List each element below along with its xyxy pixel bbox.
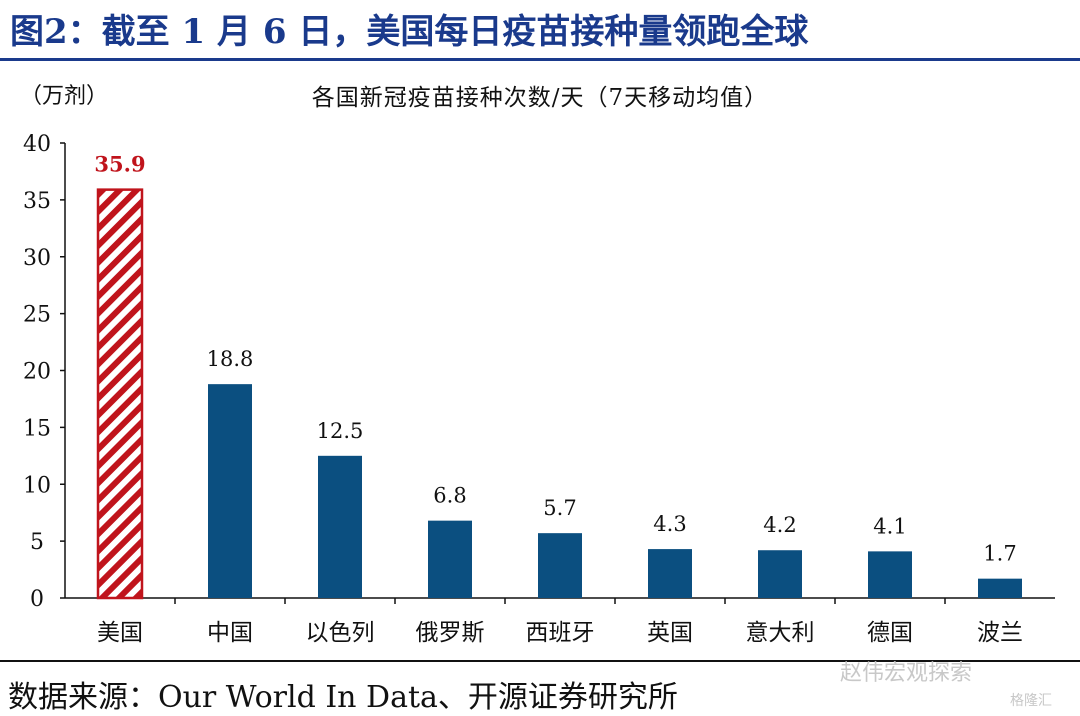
y-tick-label: 20 (23, 360, 51, 385)
x-tick-label: 西班牙 (526, 620, 595, 646)
bar (318, 455, 362, 598)
data-label: 1.7 (983, 542, 1016, 566)
y-tick-label: 25 (23, 303, 51, 328)
data-label: 4.2 (763, 513, 796, 537)
x-tick-label: 中国 (207, 620, 253, 646)
x-tick-label: 意大利 (746, 620, 815, 646)
bar (868, 551, 912, 598)
bar (538, 533, 582, 598)
title-rule (0, 58, 1080, 61)
bar (96, 188, 144, 600)
data-label: 5.7 (543, 496, 576, 520)
data-label: 6.8 (433, 484, 466, 508)
chart-labels: 0 5 10 15 20 25 30 35 40 35.9 美国 18.8 中国 12.5 以色列 6.8 俄罗… (23, 132, 1023, 646)
x-tick-label: 俄罗斯 (416, 620, 485, 646)
y-tick-label: 10 (23, 473, 51, 498)
watermark-small: 格隆汇 (1010, 693, 1052, 709)
bar (428, 520, 472, 598)
figure-title: 图2：截至 1 月 6 日，美国每日疫苗接种量领跑全球 (10, 12, 809, 52)
y-tick-label: 40 (23, 132, 51, 157)
y-tick-label: 15 (23, 416, 51, 441)
chart-bars (96, 188, 1022, 600)
data-label: 4.1 (873, 514, 906, 538)
data-label: 18.8 (207, 347, 254, 371)
y-tick-label: 0 (30, 587, 44, 612)
watermark: 赵伟宏观探索 (840, 661, 973, 686)
bar (758, 550, 802, 598)
x-tick-label: 德国 (867, 620, 913, 646)
y-tick-label: 30 (23, 246, 51, 271)
data-label: 4.3 (653, 512, 686, 536)
x-tick-label: 波兰 (977, 620, 1023, 646)
chart-title: 各国新冠疫苗接种次数/天（7天移动均值） (311, 85, 769, 111)
bar (978, 578, 1022, 598)
source-note: 数据来源：Our World In Data、开源证券研究所 (8, 680, 678, 715)
bottom-rule (0, 660, 1080, 662)
bar-chart: 0 5 10 15 20 25 30 35 40 35.9 美国 18.8 中国 12.5 以色列 6.8 俄罗… (23, 132, 1055, 646)
bar (648, 549, 692, 598)
data-label: 12.5 (317, 419, 364, 443)
y-tick-label: 35 (23, 189, 51, 214)
x-tick-label: 美国 (97, 620, 143, 646)
y-tick-label: 5 (30, 530, 44, 555)
data-label: 35.9 (94, 152, 145, 177)
x-tick-label: 以色列 (306, 620, 375, 646)
bar (208, 384, 252, 598)
x-tick-label: 英国 (647, 620, 693, 646)
y-axis-unit: （万剂） (20, 84, 109, 109)
